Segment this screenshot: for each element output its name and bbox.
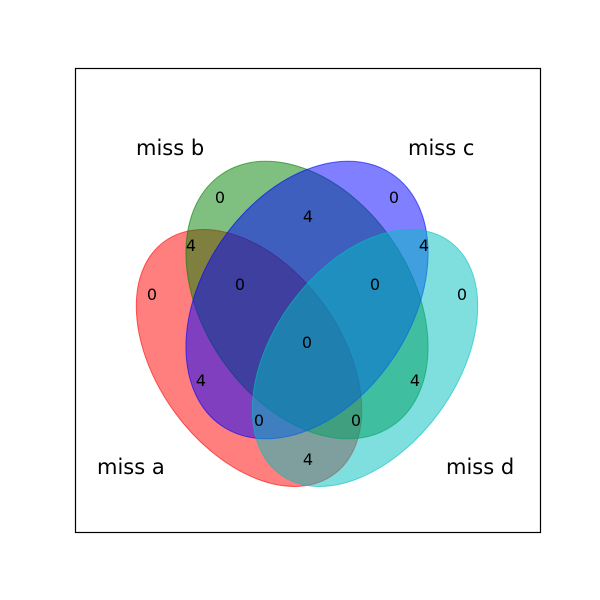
set-ellipse-d: [251, 229, 479, 487]
region-count-ab: 4: [186, 236, 196, 255]
region-count-abcd: 0: [302, 333, 312, 352]
region-count-bcd: 0: [370, 275, 380, 294]
region-count-ac: 4: [196, 371, 206, 390]
region-count-bd: 4: [410, 371, 420, 390]
region-count-ad: 4: [303, 450, 313, 469]
region-count-a: 0: [147, 285, 157, 304]
region-count-abc: 0: [235, 275, 245, 294]
set-label-d: miss d: [446, 455, 514, 479]
region-count-abd: 0: [351, 411, 361, 430]
set-labels: miss a miss b miss c miss d: [97, 136, 514, 479]
set-label-c: miss c: [408, 136, 474, 160]
region-count-cd: 4: [419, 236, 429, 255]
region-count-b: 0: [215, 188, 225, 207]
region-count-d: 0: [457, 285, 467, 304]
region-count-bc: 4: [303, 207, 313, 226]
set-label-a: miss a: [97, 455, 165, 479]
set-label-b: miss b: [136, 136, 204, 160]
region-counts: 0 0 0 0 4 4 4 4 4 4 0 0 0 0 0: [147, 188, 467, 469]
venn-ellipses: [135, 160, 479, 487]
region-count-c: 0: [389, 188, 399, 207]
region-count-acd: 0: [254, 411, 264, 430]
